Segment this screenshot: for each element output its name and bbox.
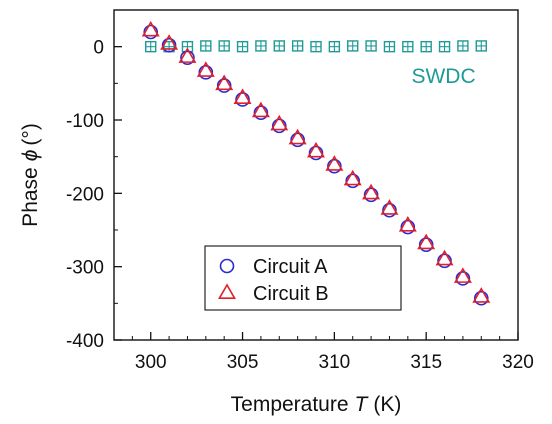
- circuit-a-point: [290, 132, 305, 148]
- data-marks: [141, 20, 491, 306]
- legend-label: Circuit B: [253, 283, 329, 305]
- swdc-point: [383, 40, 396, 53]
- y-tick-label: -200: [66, 184, 104, 205]
- y-axis-title: Phase ϕ (°): [19, 123, 42, 227]
- y-tick-label: 0: [93, 38, 104, 59]
- swdc-point: [328, 40, 341, 53]
- circuit-a-point: [437, 253, 452, 269]
- circuit-b-point: [196, 61, 215, 77]
- circuit-a-point: [216, 78, 232, 93]
- x-tick-label: 305: [227, 352, 259, 373]
- swdc-point: [438, 40, 451, 53]
- circuit-a-point: [363, 187, 379, 203]
- swdc-point: [218, 40, 230, 52]
- x-tick-label: 310: [319, 352, 351, 373]
- circuit-a-point: [180, 50, 195, 65]
- x-axis-unit: (K): [373, 393, 401, 416]
- swdc-point: [291, 40, 304, 52]
- x-axis-label: Temperature: [231, 393, 349, 416]
- circuit-b-point: [270, 114, 289, 131]
- circuit-a-point: [253, 105, 269, 120]
- x-tick-label: 300: [135, 352, 167, 373]
- swdc-point: [273, 40, 285, 52]
- y-axis-symbol: ϕ: [19, 150, 42, 162]
- circuit-a-point: [418, 237, 434, 252]
- x-axis-symbol: T: [355, 393, 370, 416]
- circuit-b-point: [251, 101, 270, 118]
- x-tick-label: 320: [502, 352, 534, 373]
- circuit-a-point: [308, 145, 324, 161]
- circuit-b-point: [453, 267, 472, 283]
- swdc-point: [310, 40, 322, 53]
- legend: Circuit A Circuit B: [204, 245, 402, 311]
- circuit-a-point: [143, 24, 159, 40]
- swdc-point: [475, 40, 487, 52]
- swdc-point: [365, 40, 377, 52]
- legend-marker-circuit-a: [219, 258, 235, 274]
- circuit-b-point: [417, 233, 436, 250]
- circuit-a-point: [473, 290, 489, 306]
- circuit-b-point: [398, 215, 417, 232]
- legend-box: [204, 245, 402, 311]
- swdc-point: [255, 40, 267, 52]
- circuit-b-point: [307, 141, 325, 158]
- axis-ticks: 300 305 310 315 320 0 -100 -200 -300 -400: [66, 9, 534, 373]
- circuit-b-point: [178, 47, 197, 63]
- swdc-point: [457, 40, 469, 52]
- y-tick-label: -400: [66, 331, 104, 352]
- swdc-annotation: SWDC: [411, 65, 475, 88]
- circuit-b-point: [325, 155, 344, 171]
- circuit-a-point: [455, 271, 471, 286]
- swdc-point: [420, 40, 432, 53]
- circuit-b-point: [472, 287, 491, 303]
- legend-marker-circuit-b: [218, 283, 236, 300]
- circuit-b-point: [233, 88, 252, 104]
- x-axis-title: Temperature T (K): [231, 393, 402, 416]
- axis-labels: SWDC Temperature T (K) Phase ϕ (°): [19, 65, 476, 416]
- circuit-a-point: [271, 118, 287, 134]
- circuit-a-point: [345, 173, 361, 189]
- x-tick-label: 315: [410, 352, 442, 373]
- legend-label: Circuit A: [253, 256, 328, 278]
- y-axis-label: Phase: [19, 167, 42, 227]
- circuit-b-point: [343, 169, 362, 186]
- circuit-b-point: [435, 249, 454, 266]
- circuit-b-point: [288, 128, 307, 145]
- circuit-a-point: [235, 92, 250, 107]
- circuit-b-point: [160, 34, 179, 50]
- circuit-b-point: [215, 74, 234, 91]
- y-tick-label: -300: [66, 258, 104, 279]
- circuit-a-point: [400, 219, 416, 235]
- circuit-b-point: [362, 183, 381, 200]
- y-tick-label: -100: [66, 111, 104, 132]
- y-axis-unit: (°): [19, 123, 42, 145]
- swdc-point: [145, 40, 157, 53]
- circuit-a-point: [161, 37, 177, 53]
- circuit-b-point: [141, 20, 160, 37]
- circuit-b-point: [380, 199, 399, 215]
- swdc-point: [200, 40, 212, 52]
- circuit-a-point: [382, 202, 397, 218]
- circuit-a-point: [327, 158, 342, 174]
- swdc-point: [236, 40, 249, 53]
- circuit-a-point: [198, 65, 214, 80]
- swdc-point: [347, 40, 359, 52]
- swdc-point: [402, 40, 414, 53]
